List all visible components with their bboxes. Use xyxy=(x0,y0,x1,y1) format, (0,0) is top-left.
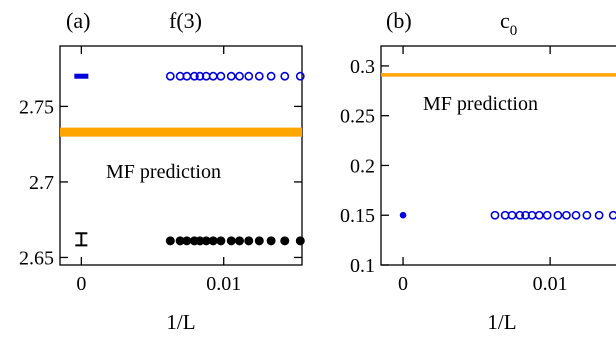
data-point-b xyxy=(515,210,525,220)
data-point-a xyxy=(208,71,218,81)
panel-title-b-subscript: 0 xyxy=(510,23,518,39)
data-points-a xyxy=(165,71,305,246)
x-tick-label-a: 0.01 xyxy=(206,273,241,295)
data-point-a xyxy=(208,236,218,246)
y-tick-label-a: 2.65 xyxy=(19,247,54,269)
panel-title-b-main: c xyxy=(500,8,510,33)
data-point-a xyxy=(189,71,199,81)
x-tick-label-a: 0 xyxy=(76,273,86,295)
y-tick-label-b: 0.3 xyxy=(350,56,375,78)
panel-title-a: f(3) xyxy=(169,8,202,33)
y-tick-label-b: 0.1 xyxy=(350,255,375,277)
mf-prediction-label-b: MF prediction xyxy=(423,93,538,115)
data-points-b xyxy=(490,210,616,220)
data-point-a xyxy=(295,71,305,81)
extrapolated-bar-a xyxy=(74,73,89,79)
plot-frame-a xyxy=(59,45,303,266)
data-point-a xyxy=(254,236,264,246)
data-point-b xyxy=(594,210,604,220)
panel-label-a: (a) xyxy=(66,8,90,33)
data-point-a xyxy=(280,71,290,81)
plot-frame-b xyxy=(380,45,616,266)
data-point-a xyxy=(266,71,276,81)
x-tick-label-b: 0.01 xyxy=(533,273,568,295)
mf-prediction-label-a: MF prediction xyxy=(106,161,221,183)
x-axis-label-a: 1/L xyxy=(166,310,195,334)
x-axis-label-b: 1/L xyxy=(487,310,516,334)
data-point-b xyxy=(562,210,571,220)
data-point-b xyxy=(542,210,552,220)
y-tick-label-a: 2.75 xyxy=(19,96,54,118)
data-point-a xyxy=(165,71,175,81)
ticks-b: 0 0.01 0.1 0.15 0.2 0.25 0.3 xyxy=(340,46,568,295)
data-point-a xyxy=(226,71,236,81)
data-point-a xyxy=(244,71,254,81)
data-point-a xyxy=(226,236,236,246)
data-point-a xyxy=(235,71,244,81)
y-tick-label-b: 0.25 xyxy=(340,106,375,128)
data-point-b xyxy=(608,210,616,220)
data-point-a xyxy=(165,236,175,246)
data-point-a xyxy=(295,236,305,246)
data-point-a xyxy=(244,236,254,246)
data-point-a xyxy=(254,71,264,81)
ticks-a: 0 0.01 2.65 2.7 2.75 xyxy=(19,46,302,295)
data-point-b xyxy=(490,210,500,220)
data-point-a xyxy=(235,236,245,246)
panel-b: (b) c0 MF prediction 0 0.010.10.150.20.25… xyxy=(340,8,616,334)
data-point-b xyxy=(553,210,563,220)
extrapolated-point-b xyxy=(399,211,407,219)
data-point-a xyxy=(195,71,205,81)
data-point-a xyxy=(182,236,192,246)
y-tick-label-b: 0.15 xyxy=(340,205,375,227)
data-point-a xyxy=(216,71,226,81)
data-point-b xyxy=(582,210,592,220)
extrapolated-values-a xyxy=(74,73,89,247)
panel-title-b: c0 xyxy=(500,8,517,39)
y-tick-label-b: 0.2 xyxy=(350,155,375,177)
x-tick-label-b: 0 xyxy=(398,273,408,295)
panel-label-b: (b) xyxy=(386,8,412,33)
data-point-a xyxy=(266,236,276,246)
extrapolated-values-b xyxy=(399,211,407,219)
data-point-b xyxy=(534,210,544,220)
data-point-a xyxy=(280,236,290,246)
data-point-a xyxy=(216,236,226,246)
data-point-b xyxy=(571,210,581,220)
y-tick-label-a: 2.7 xyxy=(29,172,54,194)
panel-a: (a) f(3) MF prediction 0 0.012.652.72.75 … xyxy=(19,8,305,334)
